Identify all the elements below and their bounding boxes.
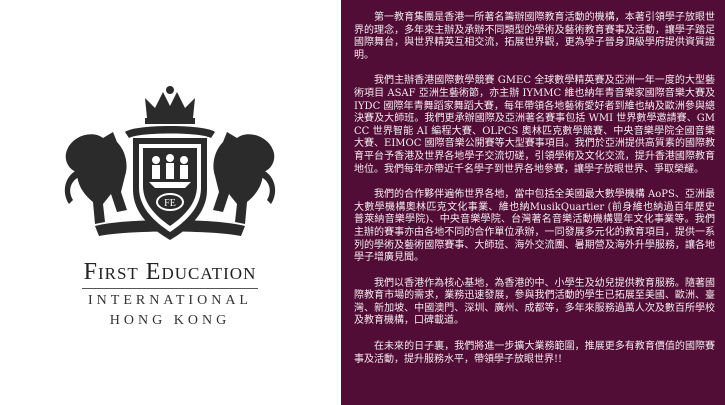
brand-subtitle-line1: INTERNATIONAL (88, 293, 252, 308)
intro-paragraph-5: 在未來的日子裏，我們將進一步擴大業務範圍，推展更多有教育價值的國際賽事及活動，提… (354, 341, 715, 365)
intro-paragraph-3: 我們的合作夥伴遍佈世界各地，當中包括全美國最大數學機構 AoPS、亞洲最大數學機… (354, 189, 715, 264)
brand-divider (82, 288, 258, 289)
brand-name: First Education (0, 259, 340, 286)
intro-paragraph-4: 我們以香港作為核心基地，為香港的中、小學生及幼兒提供教育服務。隨著國際教育市場的… (354, 277, 715, 327)
intro-paragraph-1: 第一教育集團是香港一所著名籌辦國際教育活動的機構，本著引領學子放眼世界的理念，多… (354, 12, 715, 61)
intro-paragraph-2: 我們主辦香港國際數學競賽 GMEC 全球數學精英賽及亞洲一年一度的大型藝術項目 … (354, 75, 715, 175)
brand-name-text: First Education (83, 259, 257, 285)
brand-subtitle-line2: HONG KONG (109, 313, 231, 328)
logo-area: FE First Education INTERNATIONAL HONG KO… (0, 0, 340, 405)
crest-logo-icon: FE (64, 86, 276, 240)
crest-initials: FE (164, 198, 176, 209)
intro-text-panel: 第一教育集團是香港一所著名籌辦國際教育活動的機構，本著引領學子放眼世界的理念，多… (341, 0, 725, 405)
